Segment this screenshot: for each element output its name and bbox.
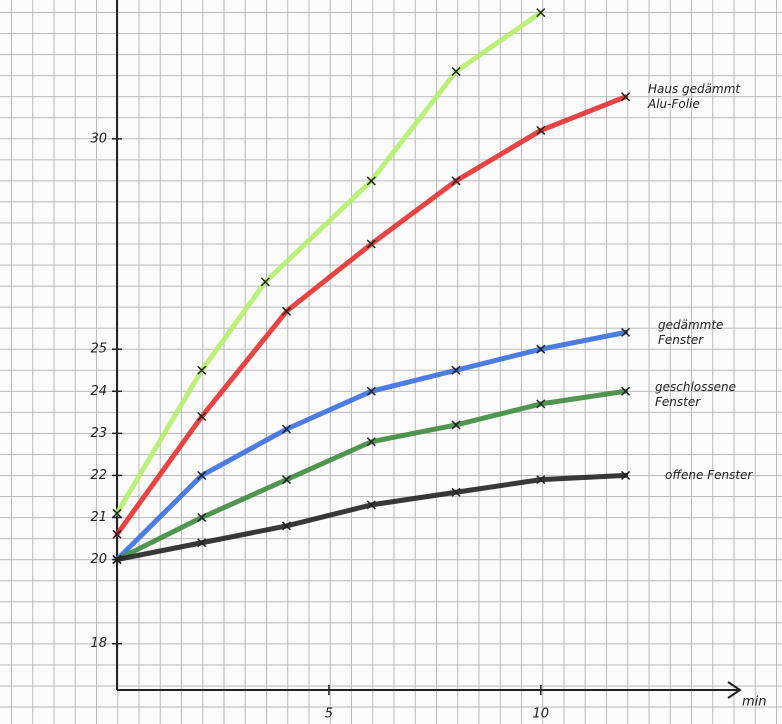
y-tick-label: 30 — [90, 131, 107, 146]
series-line — [117, 13, 541, 514]
y-tick-label: 25 — [90, 342, 107, 357]
series-label: Haus gedämmt Alu-Folie — [648, 82, 743, 112]
y-tick-label: 20 — [90, 552, 107, 567]
series-line — [117, 97, 626, 535]
y-tick-label: 18 — [90, 636, 107, 651]
x-tick-label: 10 — [533, 707, 550, 722]
y-tick-label: 24 — [90, 384, 107, 399]
series-line — [117, 332, 626, 559]
x-tick-label: 5 — [325, 707, 333, 722]
series-label: offene Fenster — [665, 468, 760, 483]
series-line — [117, 475, 626, 559]
x-axis-label: min — [742, 695, 767, 710]
page: min1820212223242530510 {"chart_data": { … — [0, 0, 782, 724]
y-tick-label: 23 — [90, 426, 107, 441]
y-tick-label: 21 — [90, 510, 107, 525]
series-line — [117, 391, 626, 559]
series-label: geschlossene Fenster — [655, 380, 750, 410]
y-tick-label: 22 — [90, 468, 107, 483]
series-label: gedämmte Fenster — [658, 318, 753, 348]
